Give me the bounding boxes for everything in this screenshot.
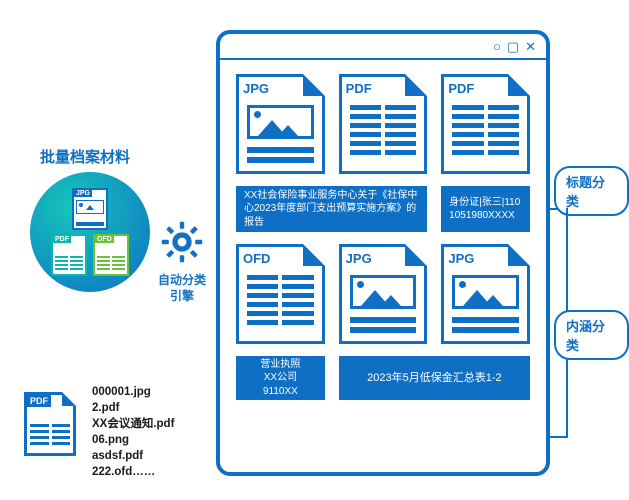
doc-jpg-1: JPG [236, 74, 325, 174]
file-row-2: OFD JPG JPG [236, 244, 530, 344]
connector [550, 436, 566, 438]
minimize-icon: ○ [493, 40, 501, 53]
engine-label-2: 引擎 [170, 289, 194, 303]
file-name-list: 000001.jpg 2.pdf XX会议通知.pdf 06.png asdsf… [92, 384, 174, 481]
doc-jpg-3: JPG [441, 244, 530, 344]
caption-report: XX社会保险事业服务中心关于《社保中心2023年度部门支出预算实施方案》的报告 [236, 186, 427, 232]
caption-license: 营业执照 XX公司 9110XX [236, 356, 325, 400]
caption-row-2: 营业执照 XX公司 9110XX 2023年5月低保金汇总表1-2 [236, 356, 530, 400]
caption-idcard: 身份证|张三|1101051980XXXX [441, 186, 530, 232]
mini-file-pdf: PDF [51, 234, 87, 276]
label-content-classification: 内涵分类 [554, 310, 629, 360]
mini-file-jpg: JPG [72, 188, 108, 230]
engine-label-1: 自动分类 [158, 273, 206, 287]
mini-file-ofd: OFD [93, 234, 129, 276]
close-icon: ✕ [525, 40, 536, 53]
window-titlebar: ○ ▢ ✕ [220, 34, 546, 60]
doc-jpg-2: JPG [339, 244, 428, 344]
gear-icon [160, 220, 204, 264]
auto-classify-engine: 自动分类 引擎 [158, 220, 206, 304]
caption-row-1: XX社会保险事业服务中心关于《社保中心2023年度部门支出预算实施方案》的报告 … [236, 186, 530, 232]
result-window: ○ ▢ ✕ JPG PDF PDF [216, 30, 550, 476]
materials-circle: JPG PDF OFD [30, 172, 150, 292]
maximize-icon: ▢ [507, 40, 519, 53]
doc-ofd-1: OFD [236, 244, 325, 344]
file-row-1: JPG PDF PDF [236, 74, 530, 174]
filelist-icon: PDF [24, 392, 76, 456]
batch-materials-title: 批量档案材料 [40, 146, 130, 167]
doc-pdf-2: PDF [441, 74, 530, 174]
doc-pdf-1: PDF [339, 74, 428, 174]
caption-summary: 2023年5月低保金汇总表1-2 [339, 356, 530, 400]
